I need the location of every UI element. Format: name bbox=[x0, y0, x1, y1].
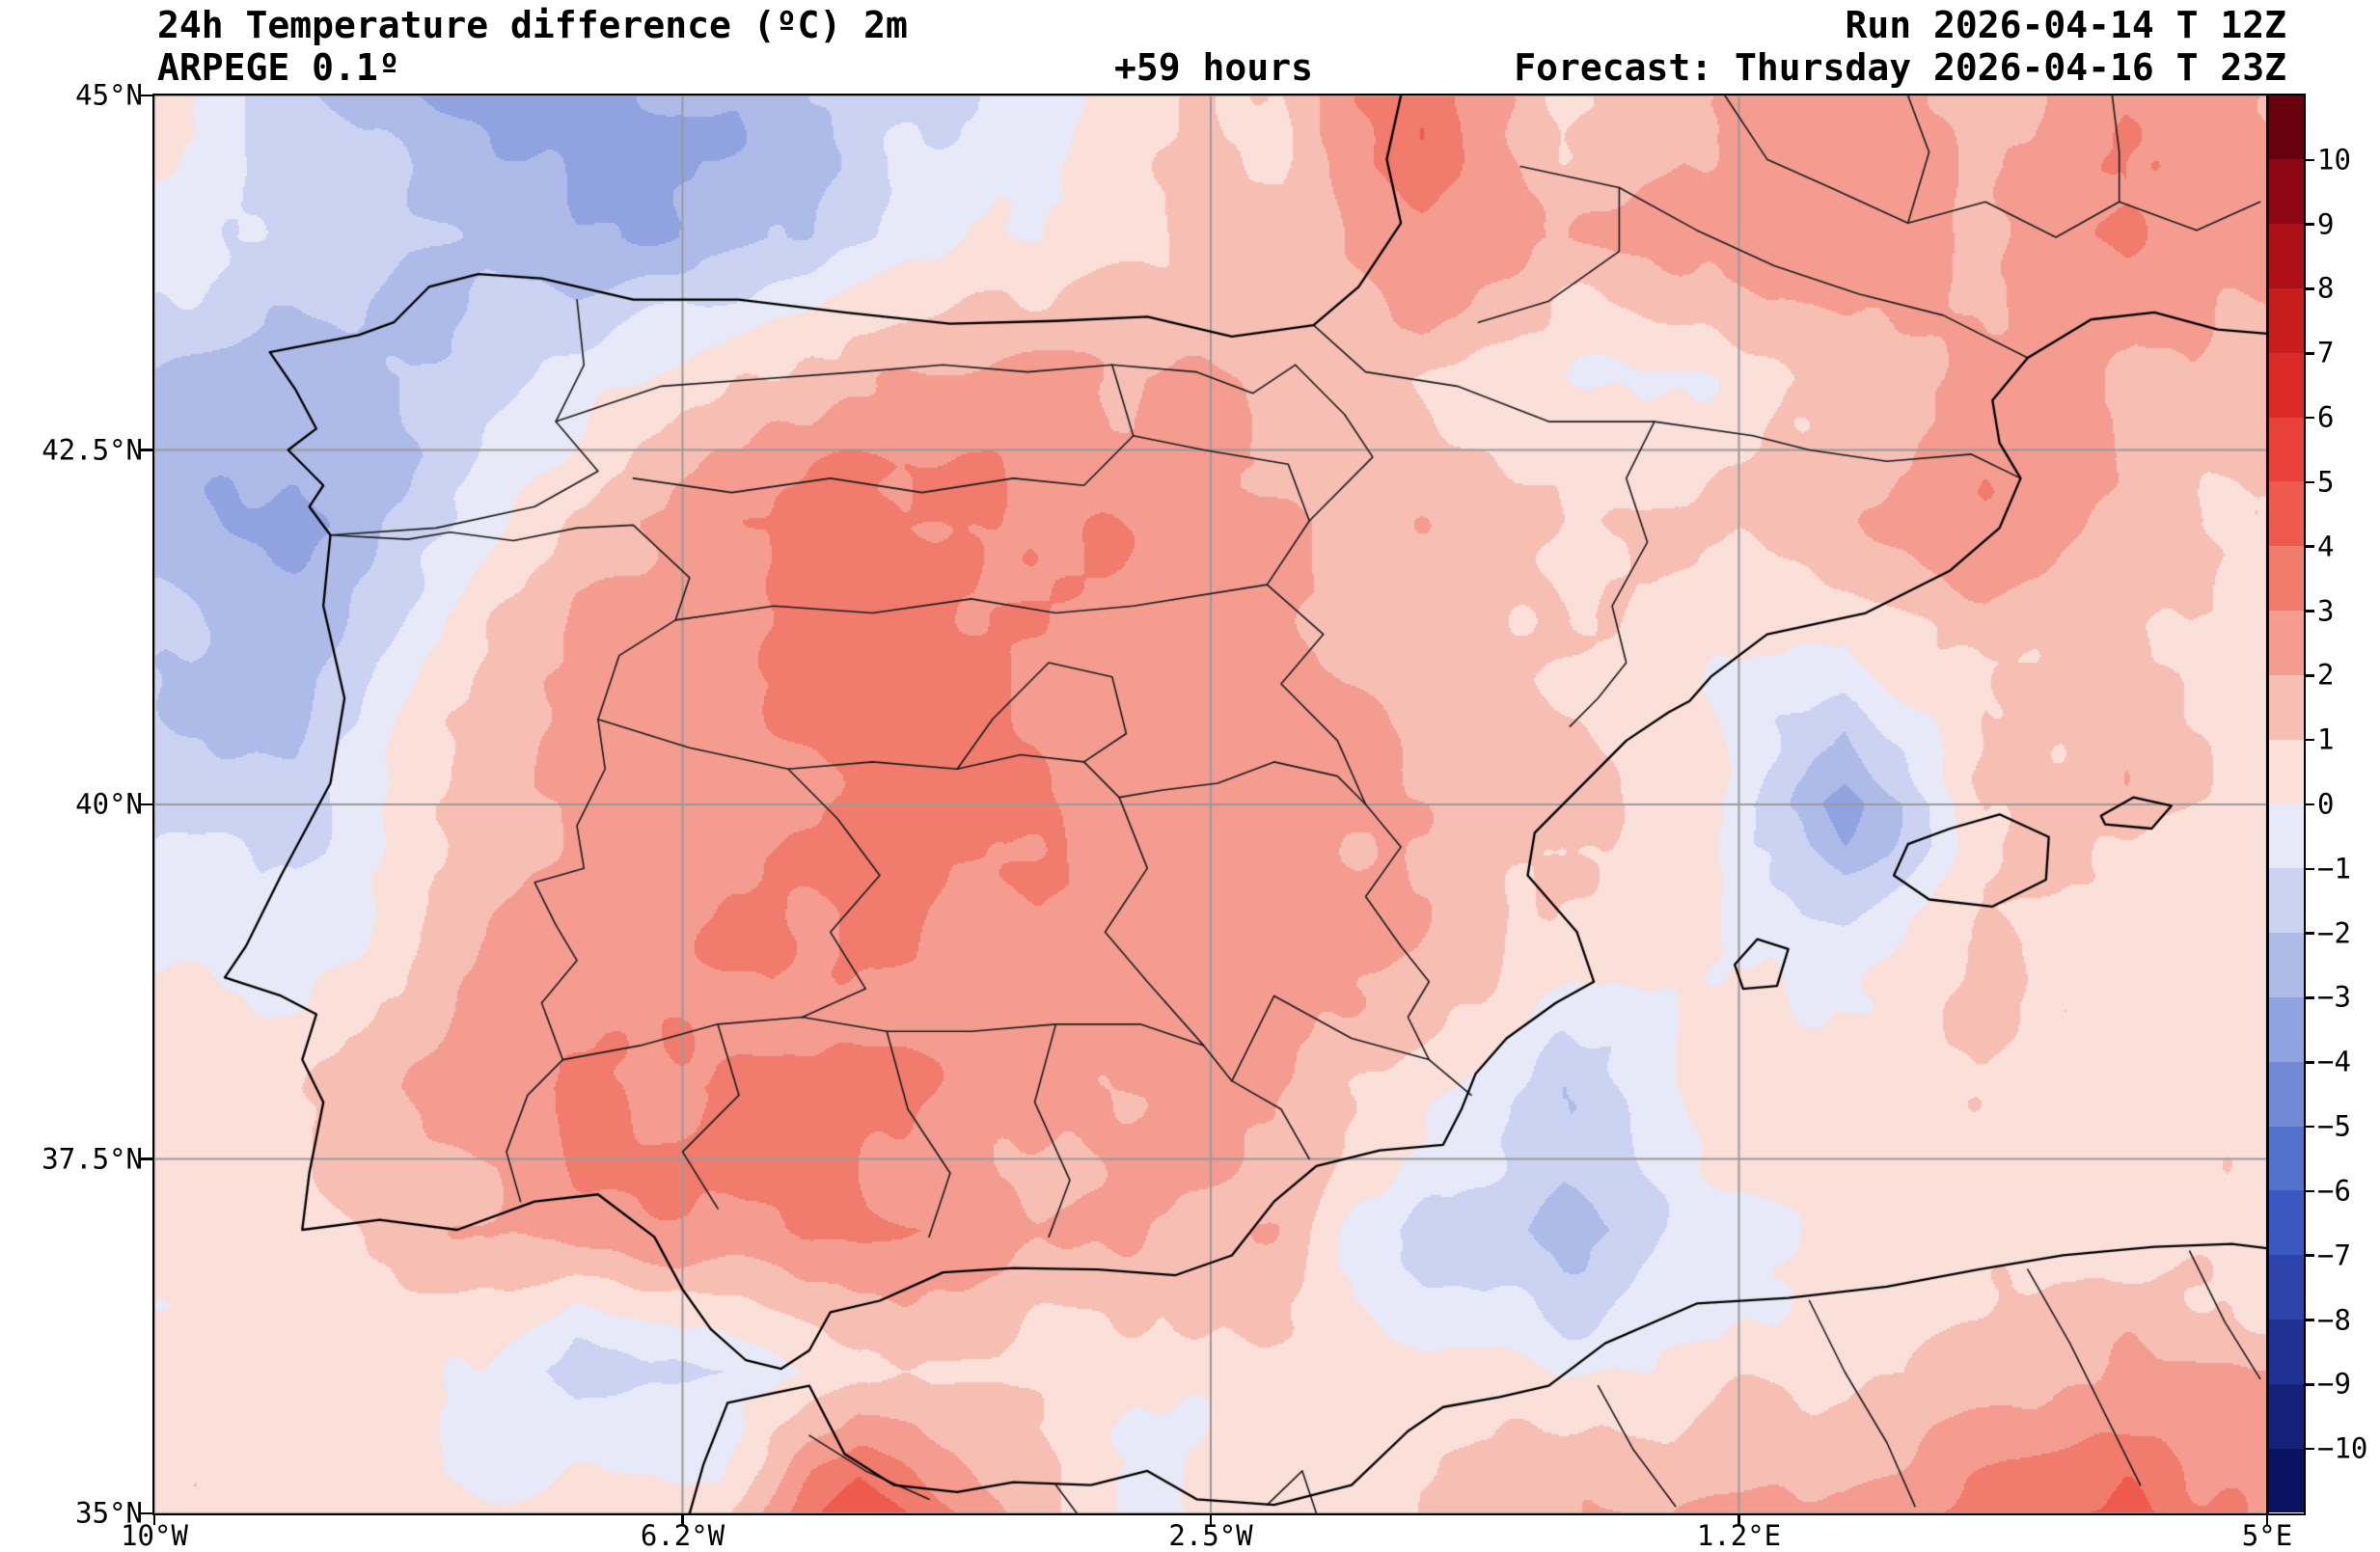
colorbar-tick-label: −1 bbox=[2317, 852, 2351, 885]
colorbar-tick-label: 1 bbox=[2317, 722, 2335, 756]
model-label: ARPEGE 0.1º bbox=[157, 46, 400, 89]
colorbar-band bbox=[2267, 224, 2304, 288]
colorbar-tick-label: −6 bbox=[2317, 1174, 2351, 1208]
colorbar-tick-label: 7 bbox=[2317, 336, 2335, 369]
colorbar-tick bbox=[2305, 352, 2314, 355]
colorbar-tick-label: −7 bbox=[2317, 1239, 2351, 1272]
colorbar-tick-label: 2 bbox=[2317, 658, 2335, 692]
colorbar-band bbox=[2267, 1255, 2304, 1320]
x-axis-tick-label: 1.2°E bbox=[1696, 1519, 1782, 1552]
colorbar-tick-label: −8 bbox=[2317, 1303, 2351, 1337]
x-axis-tick bbox=[681, 1513, 684, 1525]
colorbar-tick bbox=[2305, 1254, 2314, 1257]
colorbar-tick-label: 3 bbox=[2317, 594, 2335, 628]
colorbar-band bbox=[2267, 868, 2304, 934]
colorbar-tick bbox=[2305, 1447, 2314, 1451]
colorbar-tick bbox=[2305, 545, 2314, 548]
colorbar-band bbox=[2267, 1319, 2304, 1384]
colorbar-band bbox=[2267, 1061, 2304, 1127]
colorbar-band bbox=[2267, 1190, 2304, 1256]
colorbar-band bbox=[2267, 481, 2304, 547]
colorbar-tick-label: −3 bbox=[2317, 980, 2351, 1014]
colorbar-tick-label: 8 bbox=[2317, 271, 2335, 305]
colorbar-tick-label: 6 bbox=[2317, 400, 2335, 434]
colorbar-tick bbox=[2305, 1383, 2314, 1386]
colorbar-tick-label: −9 bbox=[2317, 1367, 2351, 1401]
colorbar-tick-label: −4 bbox=[2317, 1045, 2351, 1078]
x-axis-tick bbox=[1737, 1513, 1740, 1525]
x-axis-tick-label: 5°E bbox=[2241, 1519, 2293, 1552]
x-axis-tick-label: 10°W bbox=[121, 1519, 188, 1552]
colorbar-tick bbox=[2305, 996, 2314, 999]
y-axis-tick-label: 42.5°N bbox=[41, 433, 143, 466]
x-axis-tick bbox=[1209, 1513, 1213, 1525]
colorbar-band bbox=[2267, 95, 2304, 160]
colorbar-tick bbox=[2305, 803, 2314, 806]
colorbar-tick bbox=[2305, 932, 2314, 935]
colorbar-tick bbox=[2305, 867, 2314, 871]
lead-time-label: +59 hours bbox=[1114, 46, 1313, 89]
y-axis-tick bbox=[141, 1157, 152, 1160]
y-axis-tick-label: 37.5°N bbox=[41, 1142, 143, 1175]
run-label: Run 2026-04-14 T 12Z bbox=[1845, 4, 2286, 46]
colorbar-tick bbox=[2305, 610, 2314, 613]
colorbar-band bbox=[2267, 1448, 2304, 1513]
colorbar-tick bbox=[2305, 1319, 2314, 1321]
colorbar-tick bbox=[2305, 1189, 2314, 1193]
temperature-difference-map-canvas bbox=[154, 95, 2267, 1513]
colorbar-tick bbox=[2305, 287, 2314, 290]
colorbar-tick bbox=[2305, 674, 2314, 677]
x-axis-tick bbox=[152, 1513, 156, 1525]
colorbar-tick-label: −10 bbox=[2317, 1431, 2368, 1465]
x-axis-tick-label: 6.2°W bbox=[640, 1519, 725, 1552]
colorbar-tick-label: −5 bbox=[2317, 1109, 2351, 1143]
colorbar-band bbox=[2267, 674, 2304, 740]
colorbar-tick-label: 4 bbox=[2317, 530, 2335, 563]
y-axis-tick-label: 45°N bbox=[75, 78, 143, 112]
colorbar-tick bbox=[2305, 1061, 2314, 1064]
colorbar-tick-label: 10 bbox=[2317, 143, 2351, 177]
colorbar-tick bbox=[2305, 223, 2314, 226]
y-axis-tick bbox=[141, 803, 152, 806]
colorbar-tick bbox=[2305, 480, 2314, 484]
colorbar-band bbox=[2267, 1126, 2304, 1191]
colorbar-tick-label: 5 bbox=[2317, 465, 2335, 499]
colorbar-tick bbox=[2305, 1125, 2314, 1129]
colorbar-tick bbox=[2305, 158, 2314, 162]
colorbar-band bbox=[2267, 352, 2304, 418]
y-axis-tick bbox=[141, 1511, 152, 1515]
colorbar-tick-label: 0 bbox=[2317, 787, 2335, 821]
colorbar-band bbox=[2267, 1383, 2304, 1449]
x-axis-tick-label: 2.5°W bbox=[1168, 1519, 1253, 1552]
colorbar-band bbox=[2267, 611, 2304, 675]
y-axis-tick-label: 40°N bbox=[75, 787, 143, 821]
colorbar-band bbox=[2267, 933, 2304, 997]
y-axis-tick bbox=[141, 94, 152, 97]
colorbar-tick-label: 9 bbox=[2317, 207, 2335, 241]
y-axis-tick-label: 35°N bbox=[75, 1496, 143, 1530]
colorbar bbox=[2265, 93, 2306, 1515]
colorbar-band bbox=[2267, 996, 2304, 1062]
colorbar-band bbox=[2267, 417, 2304, 482]
colorbar-band bbox=[2267, 803, 2304, 869]
colorbar-band bbox=[2267, 546, 2304, 611]
y-axis-tick bbox=[141, 449, 152, 451]
colorbar-tick bbox=[2305, 416, 2314, 420]
chart-title: 24h Temperature difference (ºC) 2m bbox=[157, 4, 908, 46]
colorbar-band bbox=[2267, 287, 2304, 353]
colorbar-band bbox=[2267, 159, 2304, 225]
colorbar-tick-label: −2 bbox=[2317, 916, 2351, 950]
x-axis-tick bbox=[2265, 1513, 2269, 1525]
colorbar-band bbox=[2267, 739, 2304, 804]
forecast-label: Forecast: Thursday 2026-04-16 T 23Z bbox=[1514, 46, 2286, 89]
colorbar-tick bbox=[2305, 738, 2314, 742]
